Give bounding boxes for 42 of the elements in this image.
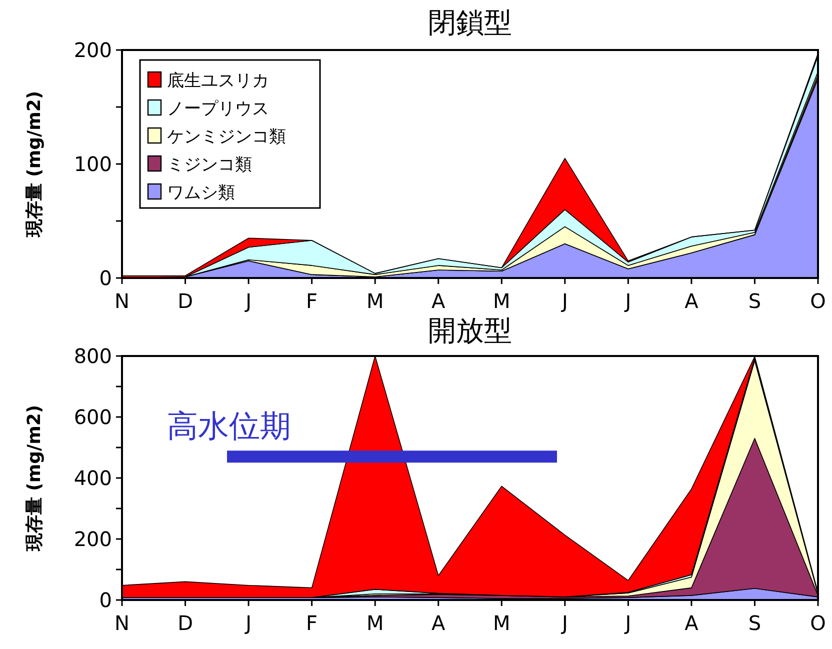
y-tick-label: 100 <box>74 152 112 176</box>
y-axis-title: 現存量 (mg/m2) <box>24 404 45 552</box>
x-tick-label: A <box>684 289 699 313</box>
y-tick-label: 800 <box>74 344 112 368</box>
x-tick-label: O <box>810 611 826 635</box>
x-tick-label: M <box>493 289 510 313</box>
x-tick-label: D <box>178 289 193 313</box>
x-tick-label: S <box>748 611 762 635</box>
legend-label: ノープリウス <box>167 99 269 119</box>
x-tick-label: F <box>306 289 318 313</box>
chart-title: 閉鎖型 <box>428 6 512 39</box>
x-tick-label: F <box>306 611 318 635</box>
x-tick-label: A <box>432 611 446 635</box>
legend-label: 底生ユスリカ <box>167 71 269 91</box>
x-tick-label: J <box>244 611 252 635</box>
x-tick-label: J <box>244 289 252 313</box>
x-tick-label: M <box>366 289 384 313</box>
y-tick-label: 600 <box>74 405 112 429</box>
legend-label: ミジンコ類 <box>167 155 252 175</box>
y-tick-label: 0 <box>99 588 112 612</box>
x-tick-label: S <box>748 289 762 313</box>
x-tick-label: A <box>432 289 446 313</box>
legend-label: ケンミジンコ類 <box>167 127 286 147</box>
ref-line-label: 高水位期 <box>167 408 291 445</box>
x-tick-label: J <box>623 289 632 313</box>
y-tick-label: 400 <box>74 466 112 490</box>
x-tick-label: J <box>623 611 632 635</box>
y-tick-label: 200 <box>74 527 112 551</box>
y-tick-label: 200 <box>74 38 112 62</box>
x-tick-label: N <box>114 611 130 635</box>
x-tick-label: M <box>366 611 384 635</box>
x-tick-label: M <box>493 611 510 635</box>
x-tick-label: N <box>114 289 130 313</box>
x-tick-label: A <box>684 611 699 635</box>
y-axis-title: 現存量 (mg/m2) <box>24 90 45 238</box>
x-tick-label: J <box>560 611 568 635</box>
x-tick-label: O <box>810 289 826 313</box>
x-tick-label: J <box>560 289 568 313</box>
chart-title: 開放型 <box>428 314 512 347</box>
x-tick-label: D <box>178 611 193 635</box>
y-tick-label: 0 <box>99 266 112 290</box>
legend-label: ワムシ類 <box>167 183 235 203</box>
